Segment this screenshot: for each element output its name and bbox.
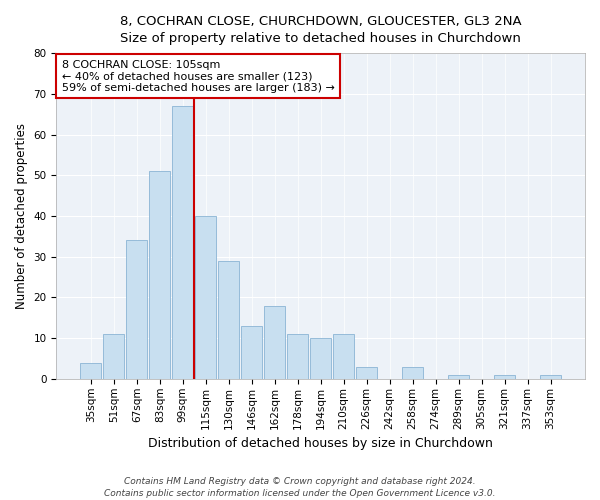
Y-axis label: Number of detached properties: Number of detached properties [15, 123, 28, 309]
Bar [196, 216, 216, 379]
Bar [241, 326, 262, 379]
Bar [80, 362, 101, 379]
X-axis label: Distribution of detached houses by size in Churchdown: Distribution of detached houses by size … [148, 437, 493, 450]
Bar [149, 171, 170, 379]
Bar [448, 375, 469, 379]
Bar [287, 334, 308, 379]
Bar [403, 366, 423, 379]
Text: Contains HM Land Registry data © Crown copyright and database right 2024.
Contai: Contains HM Land Registry data © Crown c… [104, 476, 496, 498]
Title: 8, COCHRAN CLOSE, CHURCHDOWN, GLOUCESTER, GL3 2NA
Size of property relative to d: 8, COCHRAN CLOSE, CHURCHDOWN, GLOUCESTER… [120, 15, 521, 45]
Bar [172, 106, 193, 379]
Bar [540, 375, 561, 379]
Bar [356, 366, 377, 379]
Bar [334, 334, 354, 379]
Bar [103, 334, 124, 379]
Text: 8 COCHRAN CLOSE: 105sqm
← 40% of detached houses are smaller (123)
59% of semi-d: 8 COCHRAN CLOSE: 105sqm ← 40% of detache… [62, 60, 335, 93]
Bar [310, 338, 331, 379]
Bar [494, 375, 515, 379]
Bar [265, 306, 285, 379]
Bar [218, 261, 239, 379]
Bar [127, 240, 147, 379]
